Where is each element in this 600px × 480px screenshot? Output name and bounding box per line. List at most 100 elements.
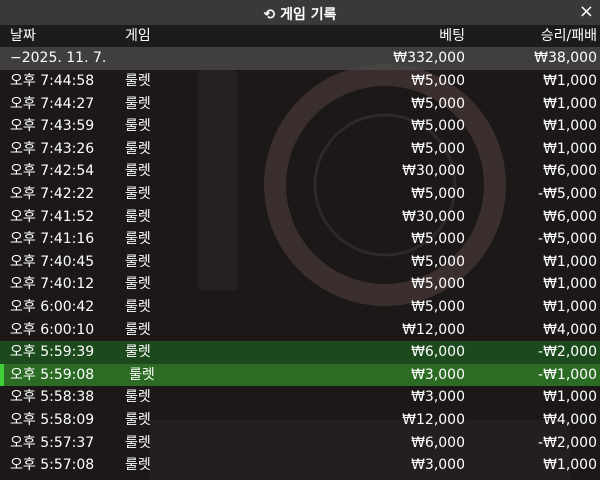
- history-row[interactable]: 오후 5:58:38 룰렛 ₩3,000 ₩1,000: [0, 386, 600, 409]
- history-row[interactable]: 오후 6:00:10 룰렛 ₩12,000 ₩4,000: [0, 319, 600, 342]
- game: 룰렛: [125, 299, 151, 315]
- game: 룰렛: [125, 457, 151, 474]
- bet: ₩3,000: [411, 457, 465, 474]
- history-row[interactable]: 오후 5:59:39 룰렛 ₩6,000 -₩2,000: [0, 341, 600, 364]
- result: -₩2,000: [538, 344, 597, 361]
- result: ₩4,000: [543, 412, 597, 428]
- result: ₩1,000: [543, 276, 597, 293]
- result: -₩2,000: [538, 434, 597, 451]
- bet: ₩5,000: [411, 118, 465, 135]
- history-row[interactable]: 오후 7:43:59 룰렛 ₩5,000 ₩1,000: [0, 115, 600, 138]
- col-date: 날짜: [10, 28, 36, 44]
- bet: ₩30,000: [402, 163, 465, 180]
- history-row[interactable]: 오후 7:40:45 룰렛 ₩5,000 ₩1,000: [0, 251, 600, 274]
- bet: ₩3,000: [411, 389, 465, 406]
- history-row[interactable]: 오후 7:40:12 룰렛 ₩5,000 ₩1,000: [0, 273, 600, 296]
- bet: ₩5,000: [411, 231, 465, 248]
- time: 오후 7:44:58: [10, 73, 95, 89]
- result: ₩1,000: [543, 118, 597, 135]
- time: 오후 7:40:45: [10, 253, 95, 270]
- time: 오후 7:44:27: [10, 95, 95, 112]
- table-edge: [150, 420, 570, 480]
- result: -₩5,000: [538, 186, 597, 202]
- bet: ₩3,000: [411, 366, 465, 383]
- result: ₩1,000: [543, 73, 597, 89]
- bet: ₩6,000: [411, 434, 465, 451]
- group-bet: ₩332,000: [393, 50, 465, 66]
- game: 룰렛: [125, 118, 151, 135]
- bet: ₩5,000: [411, 186, 465, 202]
- result: ₩1,000: [543, 253, 597, 270]
- bet: ₩30,000: [402, 208, 465, 225]
- column-header: 날짜 게임 베팅 승리/패배: [0, 25, 600, 48]
- time: 오후 6:00:42: [10, 299, 95, 315]
- time: 오후 5:58:38: [10, 389, 95, 406]
- history-row[interactable]: 오후 7:41:52 룰렛 ₩30,000 ₩6,000: [0, 206, 600, 229]
- game: 룰렛: [125, 163, 151, 180]
- bet: ₩6,000: [411, 344, 465, 361]
- bet: ₩12,000: [402, 412, 465, 428]
- time: 오후 7:43:26: [10, 140, 95, 157]
- game: 룰렛: [125, 276, 151, 293]
- time: 오후 5:59:39: [10, 344, 95, 361]
- group-result: ₩38,000: [534, 50, 597, 66]
- game: 룰렛: [125, 231, 151, 248]
- wheel-inner: [313, 113, 457, 257]
- col-game: 게임: [125, 28, 151, 44]
- game: 룰렛: [125, 344, 151, 361]
- history-row[interactable]: 오후 7:42:22 룰렛 ₩5,000 -₩5,000: [0, 183, 600, 206]
- history-row[interactable]: 오후 5:57:08 룰렛 ₩3,000 ₩1,000: [0, 454, 600, 477]
- time: 오후 7:41:52: [10, 208, 95, 225]
- close-button[interactable]: ×: [578, 1, 594, 22]
- result: ₩6,000: [543, 163, 597, 180]
- result: ₩1,000: [543, 389, 597, 406]
- history-row[interactable]: 오후 6:00:42 룰렛 ₩5,000 ₩1,000: [0, 296, 600, 319]
- result: ₩1,000: [543, 457, 597, 474]
- bet: ₩5,000: [411, 276, 465, 293]
- title: ⟲ 게임 기록: [263, 7, 337, 23]
- result: ₩6,000: [543, 208, 597, 225]
- history-row[interactable]: 오후 5:57:37 룰렛 ₩6,000 -₩2,000: [0, 432, 600, 455]
- game: 룰렛: [125, 208, 151, 225]
- time: 오후 5:58:09: [10, 412, 95, 428]
- game: 룰렛: [125, 389, 151, 406]
- bet: ₩12,000: [402, 321, 465, 338]
- time: 오후 7:43:59: [10, 118, 95, 135]
- date-group[interactable]: −2025. 11. 7. ₩332,000 ₩38,000: [0, 47, 600, 70]
- history-row[interactable]: 오후 7:44:27 룰렛 ₩5,000 ₩1,000: [0, 93, 600, 116]
- game: 룰렛: [125, 412, 151, 428]
- time: 오후 7:40:12: [10, 276, 95, 293]
- history-row[interactable]: 오후 5:58:09 룰렛 ₩12,000 ₩4,000: [0, 409, 600, 432]
- time: 오후 7:41:16: [10, 231, 95, 248]
- time: 오후 5:57:08: [10, 457, 95, 474]
- time: 오후 5:57:37: [10, 434, 95, 451]
- bet: ₩5,000: [411, 95, 465, 112]
- col-result: 승리/패배: [540, 28, 597, 44]
- history-row[interactable]: 오후 7:42:54 룰렛 ₩30,000 ₩6,000: [0, 160, 600, 183]
- game: 룰렛: [125, 73, 151, 89]
- result: ₩1,000: [543, 299, 597, 315]
- bet: ₩5,000: [411, 140, 465, 157]
- time: 오후 7:42:54: [10, 163, 95, 180]
- stats-panel: [198, 70, 238, 290]
- game: 룰렛: [129, 366, 155, 383]
- time: 오후 6:00:10: [10, 321, 95, 338]
- game: 룰렛: [125, 253, 151, 270]
- bet: ₩5,000: [411, 253, 465, 270]
- result: ₩4,000: [543, 321, 597, 338]
- history-row[interactable]: 오후 7:41:16 룰렛 ₩5,000 -₩5,000: [0, 228, 600, 251]
- result: ₩1,000: [543, 140, 597, 157]
- result: -₩5,000: [538, 231, 597, 248]
- wheel: [264, 64, 506, 306]
- title-bar: ⟲ 게임 기록 ×: [0, 0, 600, 25]
- game: 룰렛: [125, 186, 151, 202]
- history-row[interactable]: 오후 7:43:26 룰렛 ₩5,000 ₩1,000: [0, 138, 600, 161]
- history-row[interactable]: 오후 7:44:58 룰렛 ₩5,000 ₩1,000: [0, 70, 600, 93]
- result: -₩1,000: [538, 366, 597, 383]
- game: 룰렛: [125, 321, 151, 338]
- history-row[interactable]: 오후 5:59:08 룰렛 ₩3,000 -₩1,000: [0, 363, 600, 387]
- time: 오후 7:42:22: [10, 186, 95, 202]
- game: 룰렛: [125, 95, 151, 112]
